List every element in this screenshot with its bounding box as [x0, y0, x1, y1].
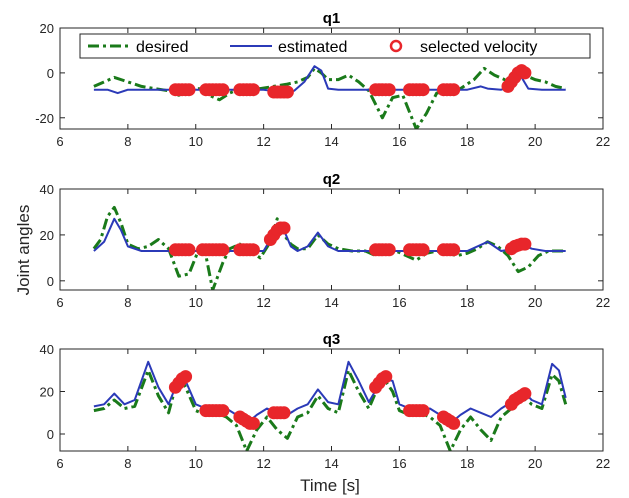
- series-desired-line: [93, 66, 567, 129]
- x-tick-label: 16: [392, 134, 406, 149]
- selected-velocity-point: [518, 66, 532, 80]
- legend-selected-label: selected velocity: [420, 39, 537, 56]
- x-tick-label: 6: [56, 456, 63, 471]
- series-estimated-line: [93, 217, 566, 252]
- x-tick-label: 8: [124, 134, 131, 149]
- selected-velocity-point: [216, 83, 230, 97]
- x-tick-label: 6: [56, 295, 63, 310]
- series-desired-line: [93, 368, 568, 451]
- subplot-q1: q1 6 8 10 12 14 16 18 20 22 -20 0 20: [35, 10, 610, 149]
- selected-velocity-point: [447, 243, 461, 257]
- x-tick-label: 10: [189, 295, 203, 310]
- x-tick-label: 6: [56, 134, 63, 149]
- x-tick-label: 20: [528, 295, 542, 310]
- selected-velocity-point: [518, 237, 532, 251]
- selected-velocity-point: [416, 83, 430, 97]
- x-tick-label: 22: [596, 134, 610, 149]
- x-tick-label: 14: [324, 134, 338, 149]
- selected-velocity-point: [518, 387, 532, 401]
- plot-area: [93, 360, 568, 451]
- y-tick-label: 20: [40, 385, 54, 400]
- series-estimated-line: [93, 360, 567, 425]
- selected-velocity-point: [379, 370, 393, 384]
- selected-velocity-point: [416, 243, 430, 257]
- series-desired-line: [92, 205, 566, 290]
- subplots-container: q1 6 8 10 12 14 16 18 20 22 -20 0 20 q2 6 8 10 12 14 16 18 20…: [35, 10, 610, 471]
- x-tick-label: 12: [256, 456, 270, 471]
- y-tick-label: 40: [40, 342, 54, 357]
- x-tick-label: 18: [460, 295, 474, 310]
- y-tick-label: 0: [47, 274, 54, 289]
- selected-velocity-point: [277, 406, 291, 420]
- x-tick-label: 22: [596, 295, 610, 310]
- x-axis-label: Time [s]: [300, 476, 360, 495]
- y-tick-label: 20: [40, 228, 54, 243]
- y-tick-label: -20: [35, 111, 54, 126]
- plot-area: [92, 205, 566, 290]
- x-tick-label: 10: [189, 134, 203, 149]
- subplot-title: q2: [323, 171, 341, 188]
- x-tick-label: 16: [392, 295, 406, 310]
- plot-area: [93, 64, 567, 129]
- legend: desired estimated selected velocity: [79, 33, 591, 59]
- legend-desired-label: desired: [136, 39, 188, 56]
- x-tick-label: 22: [596, 456, 610, 471]
- y-axis-label: Joint angles: [14, 205, 33, 296]
- selected-velocity-point: [182, 243, 196, 257]
- subplot-title: q1: [323, 10, 341, 27]
- selected-velocity-point: [277, 221, 291, 235]
- selected-velocity-point: [416, 404, 430, 418]
- y-tick-label: 0: [47, 427, 54, 442]
- x-tick-label: 10: [189, 456, 203, 471]
- x-tick-label: 20: [528, 134, 542, 149]
- x-tick-label: 18: [460, 456, 474, 471]
- legend-estimated-label: estimated: [278, 39, 347, 56]
- x-tick-label: 12: [256, 295, 270, 310]
- selected-velocity-point: [182, 83, 196, 97]
- y-tick-label: 0: [47, 66, 54, 81]
- subplot-q2: q2 6 8 10 12 14 16 18 20 22 0 20 40: [40, 171, 611, 310]
- x-tick-label: 12: [256, 134, 270, 149]
- selected-velocity-point: [382, 83, 396, 97]
- selected-velocity-point: [447, 416, 461, 430]
- x-tick-label: 20: [528, 456, 542, 471]
- y-tick-label: 40: [40, 182, 54, 197]
- x-tick-label: 16: [392, 456, 406, 471]
- selected-velocity-point: [179, 370, 193, 384]
- x-tick-label: 14: [324, 456, 338, 471]
- selected-velocity-point: [382, 243, 396, 257]
- x-tick-label: 18: [460, 134, 474, 149]
- x-tick-label: 14: [324, 295, 338, 310]
- selected-velocity-point: [216, 404, 230, 418]
- selected-velocity-point: [447, 83, 461, 97]
- legend-box: [79, 33, 591, 59]
- selected-velocity-point: [246, 416, 260, 430]
- subplot-q3: q3 6 8 10 12 14 16 18 20 22 0 20 40: [40, 331, 611, 471]
- legend-selected-swatch: [389, 39, 403, 53]
- selected-velocity-point: [246, 243, 260, 257]
- selected-velocity-point: [280, 85, 294, 99]
- x-tick-label: 8: [124, 295, 131, 310]
- y-tick-label: 20: [40, 21, 54, 36]
- selected-velocity-point: [216, 243, 230, 257]
- x-tick-label: 8: [124, 456, 131, 471]
- selected-velocity-point: [246, 83, 260, 97]
- subplot-title: q3: [323, 331, 341, 348]
